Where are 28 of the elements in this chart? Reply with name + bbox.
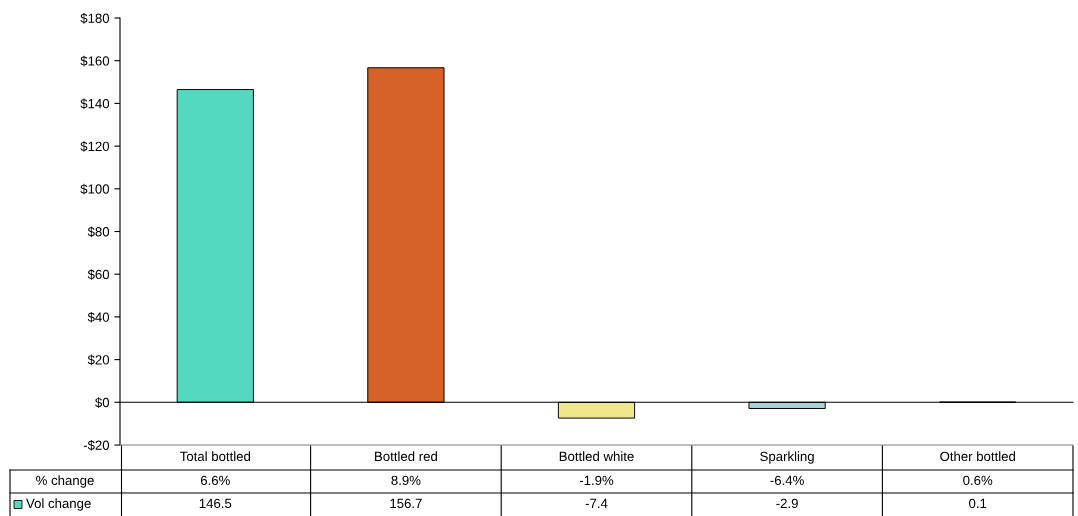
y-tick-label: $20 xyxy=(87,354,110,366)
text: % change xyxy=(36,475,94,488)
y-tick-label: $80 xyxy=(87,226,110,238)
data-label: -2.9 xyxy=(776,498,798,509)
text: -1.9% xyxy=(579,475,614,486)
data-label: 146.5 xyxy=(199,498,232,509)
y-tick-label: $160 xyxy=(80,55,110,67)
y-tick-label: $60 xyxy=(87,269,110,280)
y-tick-label: $180 xyxy=(80,13,110,24)
text: 8.9% xyxy=(391,475,421,486)
text: 6.6% xyxy=(200,475,230,486)
x-tick-label: Total bottled xyxy=(180,451,251,462)
data-label: 0.1 xyxy=(969,498,987,509)
y-tick-label: $120 xyxy=(80,141,110,152)
y-tick-label: $0 xyxy=(95,397,110,408)
data-label: -7.4 xyxy=(585,498,608,508)
x-tick-label: Other bottled xyxy=(940,451,1015,462)
x-tick-label: Sparkling xyxy=(760,451,814,464)
y-tick-label: $40 xyxy=(87,311,110,323)
text: 0.6% xyxy=(963,475,993,486)
text: -6.4% xyxy=(770,475,804,486)
legend-label: Vol change xyxy=(26,498,91,511)
y-tick-label: -$20 xyxy=(83,440,110,451)
x-tick-label: Bottled white xyxy=(559,451,634,462)
data-label: 156.7 xyxy=(390,498,422,509)
x-tick-label: Bottled red xyxy=(375,451,437,462)
y-tick-label: $100 xyxy=(80,183,110,195)
y-tick-label: $140 xyxy=(80,98,110,110)
